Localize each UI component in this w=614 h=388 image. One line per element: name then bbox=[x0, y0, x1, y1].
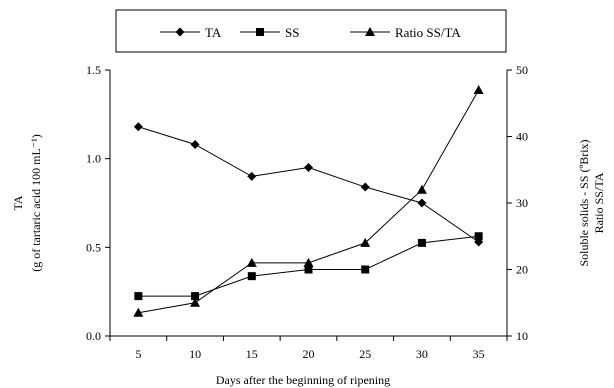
legend-marker-ta bbox=[175, 27, 185, 37]
left-axis-title-line1: TA bbox=[11, 195, 25, 210]
legend-item-ss: SS bbox=[240, 25, 299, 40]
data-point-ta bbox=[247, 171, 257, 181]
series-ratio-ss-ta bbox=[133, 84, 484, 317]
left-tick-label: 1.5 bbox=[86, 63, 101, 77]
x-axis-title: Days after the beginning of ripening bbox=[216, 373, 390, 387]
right-tick-label: 50 bbox=[516, 63, 528, 77]
left-axis-title: TA (g of tartaric acid 100 mL⁻¹) bbox=[11, 134, 43, 272]
data-point-ss bbox=[474, 232, 483, 241]
data-point-ratio-ss-ta bbox=[360, 237, 371, 247]
legend-item-ratio-ss-ta: Ratio SS/TA bbox=[350, 25, 461, 40]
data-point-ss bbox=[304, 265, 313, 274]
data-point-ss bbox=[191, 292, 200, 301]
x-tick-label: 10 bbox=[189, 347, 201, 361]
data-point-ta bbox=[304, 163, 313, 173]
legend: TA SS Ratio SS/TA bbox=[115, 9, 507, 53]
right-axis-title: Soluble solids - SS (ºBrix) Ratio SS/TA bbox=[577, 139, 606, 266]
left-tick-label: 0.5 bbox=[86, 240, 101, 254]
legend-label: TA bbox=[205, 25, 222, 40]
x-tick-label: 20 bbox=[303, 347, 315, 361]
legend-marker-ratio-ss-ta bbox=[365, 27, 375, 36]
data-point-ss bbox=[361, 265, 370, 274]
data-point-ratio-ss-ta bbox=[190, 297, 201, 307]
legend-label: Ratio SS/TA bbox=[395, 25, 461, 40]
series-line-ta bbox=[138, 126, 479, 243]
right-y-axis-ticks: 10 20 30 40 50 bbox=[507, 63, 528, 343]
series-layer bbox=[133, 84, 484, 317]
data-point-ss bbox=[134, 292, 143, 301]
data-point-ta bbox=[417, 198, 427, 208]
x-tick-label: 5 bbox=[135, 347, 141, 361]
x-tick-label: 30 bbox=[416, 347, 428, 361]
legend-label: SS bbox=[285, 25, 299, 40]
data-point-ratio-ss-ta bbox=[246, 257, 257, 267]
data-point-ratio-ss-ta bbox=[416, 184, 427, 194]
right-tick-label: 20 bbox=[516, 263, 528, 277]
right-tick-label: 40 bbox=[516, 130, 528, 144]
data-point-ss bbox=[417, 238, 426, 247]
data-point-ratio-ss-ta bbox=[473, 84, 484, 94]
left-tick-label: 0.0 bbox=[86, 329, 101, 343]
right-tick-label: 10 bbox=[516, 329, 528, 343]
right-axis-title-line1: Soluble solids - SS (ºBrix) bbox=[577, 139, 591, 266]
series-ta bbox=[133, 122, 484, 247]
data-point-ss bbox=[247, 272, 256, 281]
x-tick-label: 25 bbox=[359, 347, 371, 361]
data-point-ta bbox=[360, 182, 370, 192]
data-point-ratio-ss-ta bbox=[303, 257, 314, 267]
x-tick-label: 35 bbox=[473, 347, 485, 361]
right-axis-title-line2: Ratio SS/TA bbox=[592, 172, 606, 233]
data-point-ta bbox=[133, 122, 143, 132]
left-y-axis-ticks: 0.0 0.5 1.0 1.5 bbox=[86, 63, 110, 343]
right-tick-label: 30 bbox=[516, 196, 528, 210]
legend-item-ta: TA bbox=[160, 25, 222, 40]
left-tick-label: 1.0 bbox=[86, 152, 101, 166]
data-point-ratio-ss-ta bbox=[133, 307, 144, 317]
series-line-ratio-ss-ta bbox=[138, 89, 480, 314]
left-axis-title-line2: (g of tartaric acid 100 mL⁻¹) bbox=[29, 134, 43, 272]
legend-marker-ss bbox=[256, 28, 264, 36]
data-point-ta bbox=[190, 139, 200, 149]
x-tick-label: 15 bbox=[246, 347, 258, 361]
x-axis-ticks: 5 10 15 20 25 30 35 bbox=[109, 336, 508, 361]
series-ss bbox=[134, 232, 483, 301]
legend-items: TA SS Ratio SS/TA bbox=[160, 25, 461, 40]
